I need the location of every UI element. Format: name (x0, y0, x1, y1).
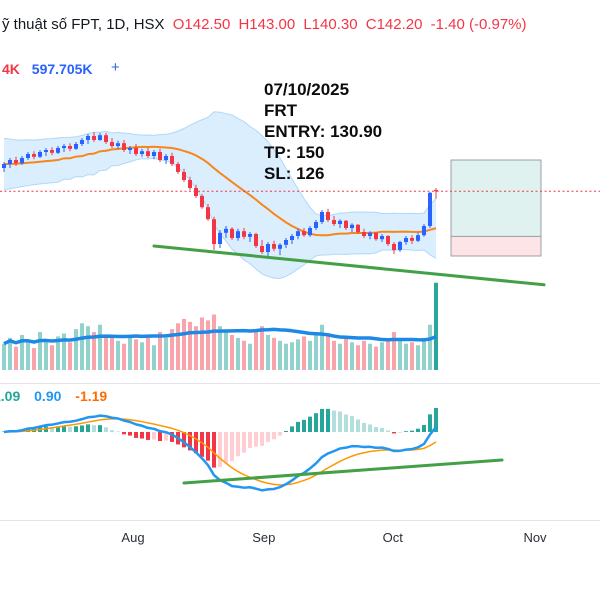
candles-layer (2, 132, 438, 256)
volume-bars-layer (2, 282, 438, 370)
ohlc-high: H143.00 (238, 16, 296, 33)
axis-label-nov[interactable]: Nov (523, 530, 547, 545)
axis-label-oct[interactable]: Oct (383, 530, 404, 545)
annotation-sl: SL: 126 (264, 164, 325, 183)
macd-hist-value: 1.09 (0, 388, 21, 404)
symbol-title[interactable]: ỹ thuật số FPT, 1D, HSX (2, 16, 165, 33)
volume-value-red: 4K (2, 61, 20, 77)
axis-label-aug[interactable]: Aug (121, 530, 144, 545)
drawing-anchor-icon[interactable]: + (111, 59, 120, 76)
volume-value-blue: 597.705K (31, 61, 93, 77)
price-trendline[interactable] (152, 244, 546, 287)
trade-annotation[interactable]: 07/10/2025 FRT ENTRY: 130.90 TP: 150 SL:… (264, 79, 382, 184)
ohlc-close: C142.20 (365, 16, 423, 33)
price-change: -1.40 (-0.97%) (430, 16, 527, 33)
macd-line-value: 0.90 (34, 388, 62, 404)
ohlc-low: L140.30 (303, 16, 358, 33)
volume-legend[interactable]: 4K 597.705K (2, 61, 101, 77)
volume-ma-line (3, 327, 437, 346)
symbol-header[interactable]: ỹ thuật số FPT, 1D, HSX O142.50 H143.00 … (2, 16, 531, 33)
annotation-date: 07/10/2025 (264, 80, 350, 99)
axis-label-sep[interactable]: Sep (252, 530, 275, 545)
annotation-symbol: FRT (264, 101, 298, 120)
macd-signal-value: -1.19 (75, 388, 108, 404)
pane-dividers (0, 383, 600, 521)
annotation-entry: ENTRY: 130.90 (264, 122, 383, 141)
long-position-tool[interactable] (450, 159, 542, 257)
annotation-tp: TP: 150 (264, 143, 325, 162)
macd-legend[interactable]: 1.09 0.90 -1.19 (0, 388, 117, 404)
macd-trendline[interactable] (182, 458, 504, 485)
time-axis-labels[interactable]: Aug Sep Oct Nov (121, 530, 547, 545)
ohlc-open: O142.50 (172, 16, 231, 33)
